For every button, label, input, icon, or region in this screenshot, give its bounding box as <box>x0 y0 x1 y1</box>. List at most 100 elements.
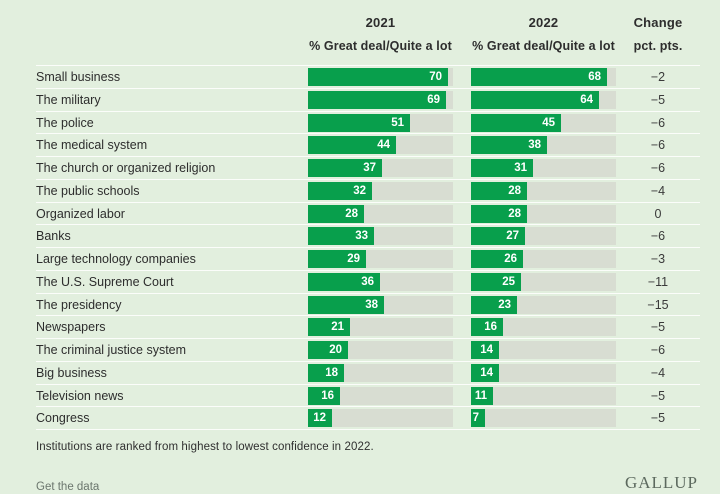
bar-value: 14 <box>480 344 493 356</box>
bar-2021: 33 <box>308 227 374 246</box>
bar-track-2021: 33 <box>308 227 453 246</box>
bar-value: 26 <box>504 253 517 265</box>
change-value: −2 <box>650 70 666 84</box>
bar-value: 27 <box>506 230 519 243</box>
table-row: Small business 70 68 −2 <box>36 66 700 89</box>
row-label: The public schools <box>36 183 140 198</box>
bar-value: 28 <box>508 184 521 197</box>
bar-2021: 20 <box>308 341 348 359</box>
bar-2022: 38 <box>471 136 547 155</box>
bar-value: 32 <box>353 184 366 197</box>
bar-track-2021: 29 <box>308 250 453 268</box>
bar-value: 12 <box>313 412 326 425</box>
row-label: The presidency <box>36 297 122 312</box>
bar-track-2021: 37 <box>308 159 453 177</box>
bar-value: 31 <box>514 162 527 174</box>
row-label: The U.S. Supreme Court <box>36 274 174 289</box>
bar-2021: 69 <box>308 90 446 109</box>
change-value: 0 <box>654 206 662 221</box>
change-value: −4 <box>650 365 666 380</box>
table-row: The military 69 64 −5 <box>36 89 700 112</box>
bar-2022: 7 <box>471 409 485 428</box>
bar-track-2022: 31 <box>471 159 616 177</box>
bar-2022: 68 <box>471 68 607 86</box>
bar-2022: 14 <box>471 363 499 382</box>
bar-track-2021: 51 <box>308 113 453 132</box>
bar-2021: 29 <box>308 250 366 268</box>
bar-value: 70 <box>429 71 442 83</box>
table-row: The medical system 44 38 −6 <box>36 134 700 157</box>
table-row: Big business 18 14 −4 <box>36 362 700 385</box>
table-row: Congress 12 7 −5 <box>36 407 700 430</box>
bar-2022: 26 <box>471 250 523 268</box>
change-value: −5 <box>650 320 666 335</box>
bar-value: 44 <box>377 139 390 152</box>
bar-value: 69 <box>427 93 440 106</box>
table-row: The church or organized religion 37 31 −6 <box>36 157 700 180</box>
bar-2022: 16 <box>471 318 503 337</box>
change-value: −6 <box>650 343 666 357</box>
table-row: The criminal justice system 20 14 −6 <box>36 339 700 362</box>
bar-track-2022: 68 <box>471 68 616 86</box>
bar-2021: 38 <box>308 295 384 314</box>
change-value: −6 <box>650 115 666 130</box>
table-row: Television news 16 11 −5 <box>36 385 700 408</box>
row-label: Congress <box>36 411 90 426</box>
bar-value: 28 <box>345 207 358 220</box>
change-value: −5 <box>650 411 666 426</box>
bar-2022: 31 <box>471 159 533 177</box>
bar-track-2021: 21 <box>308 318 453 337</box>
change-value: −11 <box>647 274 669 289</box>
bar-value: 51 <box>391 116 404 129</box>
column-subheaders: % Great deal/Quite a lot % Great deal/Qu… <box>36 39 700 53</box>
change-value: −6 <box>650 229 666 244</box>
row-label: The police <box>36 115 94 130</box>
bar-track-2021: 20 <box>308 341 453 359</box>
subheader-2021: % Great deal/Quite a lot <box>309 39 452 53</box>
gallup-logo: GALLUP <box>624 473 698 492</box>
table-row: Newspapers 21 16 −5 <box>36 316 700 339</box>
row-label: The criminal justice system <box>36 343 187 357</box>
bar-track-2021: 69 <box>308 90 453 109</box>
bar-2022: 45 <box>471 113 561 132</box>
bar-value: 38 <box>365 298 378 311</box>
bar-2022: 28 <box>471 181 527 200</box>
bar-2021: 36 <box>308 272 380 291</box>
row-label: Large technology companies <box>36 252 196 266</box>
subheader-change: pct. pts. <box>633 39 683 53</box>
bar-2022: 14 <box>471 341 499 359</box>
bar-track-2022: 28 <box>471 204 616 223</box>
row-label: The medical system <box>36 138 148 153</box>
table-row: Large technology companies 29 26 −3 <box>36 248 700 271</box>
change-value: −5 <box>650 92 666 107</box>
table-row: Banks 33 27 −6 <box>36 225 700 248</box>
bar-track-2022: 14 <box>471 363 616 382</box>
bar-track-2022: 25 <box>471 272 616 291</box>
header-change: Change <box>633 15 683 30</box>
bar-2021: 28 <box>308 204 364 223</box>
bar-track-2022: 16 <box>471 318 616 337</box>
row-label: Newspapers <box>36 320 106 335</box>
bar-value: 29 <box>347 253 360 265</box>
bar-track-2022: 26 <box>471 250 616 268</box>
change-value: −4 <box>650 183 666 198</box>
bar-2021: 12 <box>308 409 332 428</box>
bar-value: 38 <box>528 139 541 152</box>
bar-2022: 23 <box>471 295 517 314</box>
header-2022: 2022 <box>528 15 559 30</box>
row-label: Big business <box>36 365 107 380</box>
header-2021: 2021 <box>365 15 396 30</box>
bar-value: 23 <box>498 298 511 311</box>
bar-value: 7 <box>472 412 479 425</box>
change-value: −5 <box>650 388 666 403</box>
chart-rows: Small business 70 68 −2 The military 69 64 −5 Th… <box>36 65 700 430</box>
bar-value: 36 <box>361 275 374 288</box>
get-the-data-link[interactable]: Get the data <box>36 481 100 493</box>
table-row: Organized labor 28 28 0 <box>36 203 700 226</box>
change-value: −6 <box>650 161 666 175</box>
bar-2022: 11 <box>471 386 493 405</box>
bar-track-2022: 45 <box>471 113 616 132</box>
bar-2021: 44 <box>308 136 396 155</box>
bar-2021: 51 <box>308 113 410 132</box>
footnote: Institutions are ranked from highest to … <box>36 441 374 453</box>
